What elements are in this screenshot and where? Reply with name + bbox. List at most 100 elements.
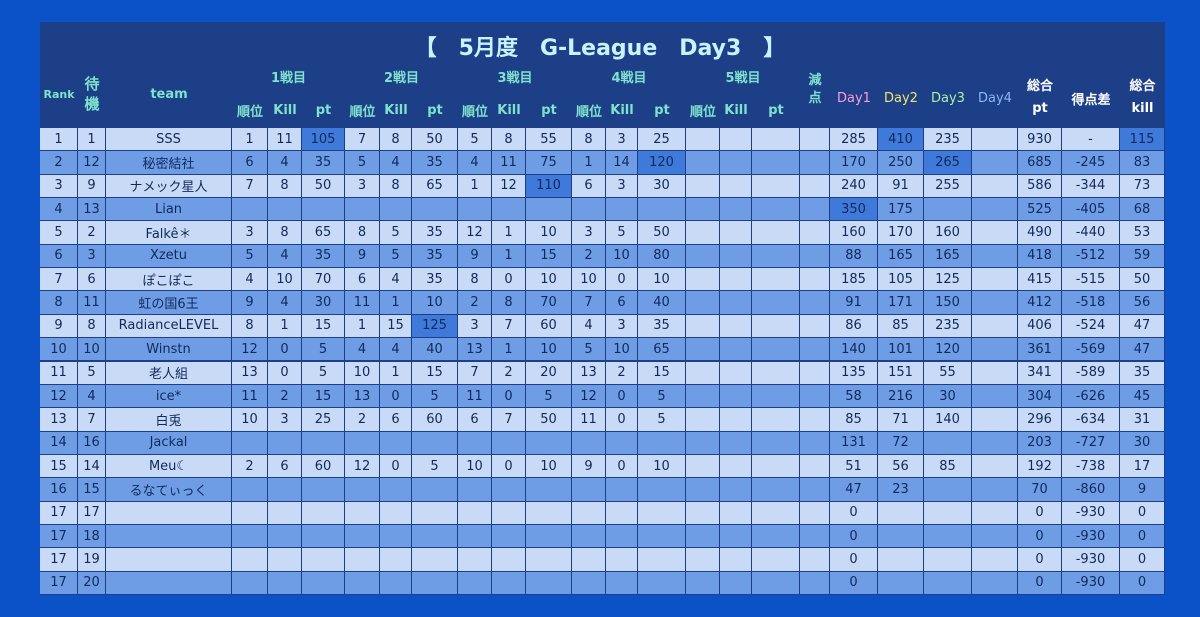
- cell: [972, 338, 1018, 362]
- header-wait: 待機: [84, 75, 100, 113]
- cell: 0: [492, 454, 526, 479]
- cell: 8: [492, 291, 526, 315]
- cell: [302, 198, 345, 222]
- header-game: 1戦目: [270, 70, 307, 86]
- cell: 8: [492, 128, 526, 152]
- cell: 40: [638, 291, 686, 315]
- cell: 285: [830, 128, 878, 152]
- cell: 296: [1018, 408, 1062, 432]
- cell: 5: [302, 338, 345, 362]
- cell: 70: [302, 268, 345, 292]
- cell: [924, 548, 972, 572]
- cell: 83: [1120, 151, 1165, 175]
- cell: 240: [830, 174, 878, 199]
- cell: 125: [412, 314, 458, 339]
- cell: 10: [458, 454, 492, 479]
- cell: 7: [78, 408, 106, 432]
- cell: 88: [830, 244, 878, 269]
- cell: [720, 454, 752, 479]
- cell: 265: [924, 151, 972, 175]
- cell: 0: [606, 268, 638, 292]
- cell: 0: [1120, 501, 1165, 525]
- cell: ナメック星人: [106, 174, 232, 199]
- cell: [972, 524, 1018, 549]
- cell: 15: [412, 361, 458, 385]
- cell: [638, 548, 686, 572]
- cell: ぽこぽこ: [106, 268, 232, 292]
- cell: 3: [345, 174, 380, 199]
- cell: Jackal: [106, 431, 232, 455]
- cell: 30: [638, 174, 686, 199]
- cell: 35: [302, 151, 345, 175]
- cell: [752, 454, 800, 479]
- cell: 6: [232, 151, 268, 175]
- cell: 2: [268, 384, 302, 409]
- cell: 2: [345, 408, 380, 432]
- cell: 91: [878, 174, 924, 199]
- cell: 35: [302, 244, 345, 269]
- cell: [412, 478, 458, 502]
- cell: 50: [412, 128, 458, 152]
- header-deduction: 減点: [808, 73, 822, 106]
- cell: -515: [1062, 268, 1120, 292]
- cell: [572, 478, 606, 502]
- cell: [572, 548, 606, 572]
- header-sub: Kill: [273, 102, 297, 118]
- cell: [458, 478, 492, 502]
- cell: 150: [924, 291, 972, 315]
- cell: 19: [78, 548, 106, 572]
- cell: [720, 128, 752, 152]
- cell: -512: [1062, 244, 1120, 269]
- cell: 185: [830, 268, 878, 292]
- cell: [686, 501, 720, 525]
- cell: [686, 244, 720, 269]
- cell: [924, 524, 972, 549]
- header-sub: 順位: [575, 104, 602, 120]
- header-sub: Kill: [384, 102, 408, 118]
- cell: 45: [1120, 384, 1165, 409]
- cell: 1: [572, 151, 606, 175]
- cell: 6: [606, 291, 638, 315]
- cell: [720, 244, 752, 269]
- cell: [800, 198, 830, 222]
- cell: 192: [1018, 454, 1062, 479]
- cell: 59: [1120, 244, 1165, 269]
- cell: [412, 431, 458, 455]
- cell: [800, 384, 830, 409]
- cell: 586: [1018, 174, 1062, 199]
- cell: 0: [606, 384, 638, 409]
- header-sub: pt: [541, 102, 557, 118]
- cell: 0: [268, 338, 302, 362]
- cell: [345, 571, 380, 595]
- cell: 30: [924, 384, 972, 409]
- cell: 35: [412, 221, 458, 245]
- header-total-pt: pt: [1032, 100, 1048, 116]
- cell: 8: [268, 221, 302, 245]
- cell: [686, 478, 720, 502]
- cell: [800, 151, 830, 175]
- cell: 25: [638, 128, 686, 152]
- cell: [878, 548, 924, 572]
- cell: 0: [606, 454, 638, 479]
- cell: 2: [78, 221, 106, 245]
- cell: 10: [526, 454, 572, 479]
- cell: 70: [1018, 478, 1062, 502]
- cell: 1: [492, 338, 526, 362]
- cell: 58: [830, 384, 878, 409]
- cell: 10: [638, 454, 686, 479]
- cell: [232, 431, 268, 455]
- cell: 86: [830, 314, 878, 339]
- header-sub: 順位: [236, 104, 263, 120]
- cell: 5: [232, 244, 268, 269]
- cell: [800, 221, 830, 245]
- cell: [526, 501, 572, 525]
- cell: [972, 501, 1018, 525]
- header-rank: Rank: [43, 87, 75, 101]
- cell: [752, 501, 800, 525]
- header-sub: pt: [427, 102, 443, 118]
- cell: [572, 501, 606, 525]
- cell: RadianceLEVEL: [106, 314, 232, 339]
- cell: [492, 478, 526, 502]
- cell: 235: [924, 314, 972, 339]
- cell: 12: [492, 174, 526, 199]
